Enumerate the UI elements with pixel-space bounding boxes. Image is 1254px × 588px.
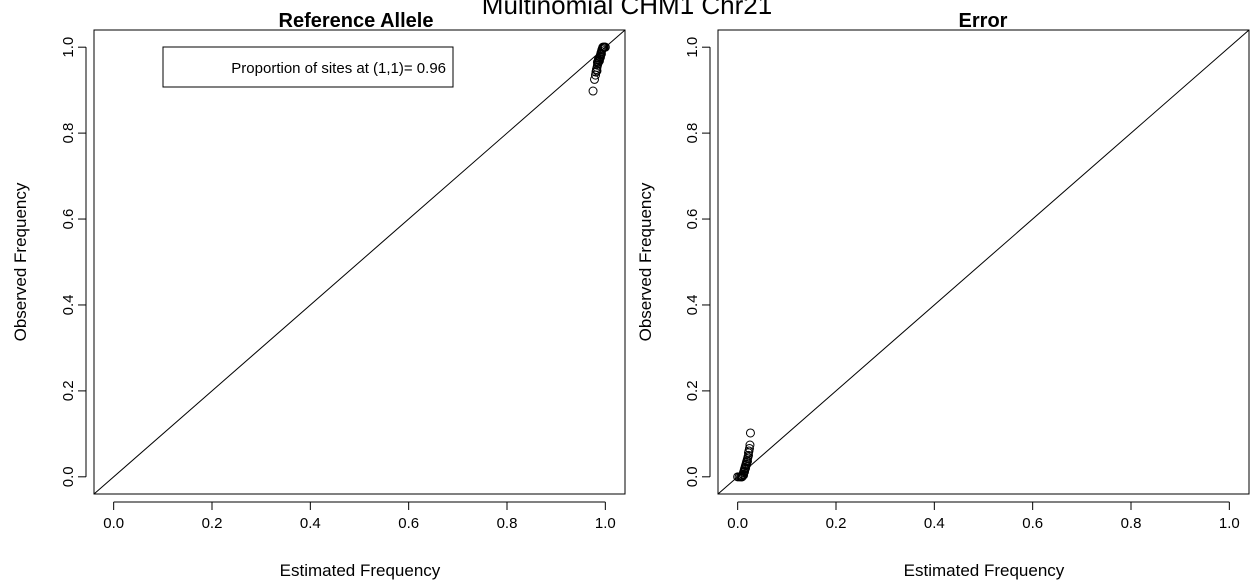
x-tick-label: 0.8 xyxy=(1121,515,1142,532)
y-axis-title: Observed Frequency xyxy=(11,182,30,341)
x-tick-label: 0.0 xyxy=(727,515,748,532)
x-tick-label: 1.0 xyxy=(595,515,616,532)
data-point xyxy=(595,52,605,62)
x-tick-label: 0.6 xyxy=(1022,515,1043,532)
x-tick-label: 1.0 xyxy=(1219,515,1240,532)
x-tick-label: 0.0 xyxy=(103,515,124,532)
data-point xyxy=(744,443,754,453)
data-point xyxy=(588,86,598,96)
data-point xyxy=(598,43,608,53)
y-tick-label: 0.0 xyxy=(60,466,77,487)
y-tick-label: 1.0 xyxy=(60,37,77,58)
y-axis-title: Observed Frequency xyxy=(636,182,655,341)
y-tick-label: 0.6 xyxy=(684,209,701,230)
panel-title-error: Error xyxy=(959,10,1008,32)
identity-line xyxy=(717,29,1250,495)
error-axes: 0.0 0.2 0.4 0.6 0.8 1.0 0.0 0.2 0.4 0.6 0.8 1.0 xyxy=(684,37,1240,532)
panel-title-reference-allele: Reference Allele xyxy=(279,10,434,32)
x-tick-label: 0.2 xyxy=(202,515,223,532)
data-point xyxy=(594,56,604,66)
reference-allele-axes: 0.0 0.2 0.4 0.6 0.8 1.0 0.0 0.2 0.4 0.6 0.8 1.0 xyxy=(60,37,616,532)
data-point xyxy=(592,57,602,67)
reference-allele-marks xyxy=(93,29,626,495)
x-tick-label: 0.6 xyxy=(398,515,419,532)
x-tick-label: 0.8 xyxy=(497,515,518,532)
x-axis-title: Estimated Frequency xyxy=(280,561,441,580)
y-tick-label: 0.0 xyxy=(684,466,701,487)
figure-main-title: Multinomial CHM1 Chr21 xyxy=(482,0,772,20)
x-axis-title: Estimated Frequency xyxy=(904,561,1065,580)
plot-frame xyxy=(717,29,1250,495)
data-point xyxy=(739,470,749,480)
data-point xyxy=(596,49,606,59)
error-marks xyxy=(717,29,1250,495)
data-point xyxy=(743,450,753,460)
plot-frame xyxy=(93,29,626,495)
panel-error: Error 0.0 0.2 0.4 0.6 0.8 1.0 0.0 0.2 0.4 0.6 0.8 1… xyxy=(636,10,1250,580)
y-tick-label: 0.8 xyxy=(684,123,701,144)
x-tick-label: 0.4 xyxy=(300,515,321,532)
y-tick-label: 0.6 xyxy=(60,209,77,230)
data-point xyxy=(592,66,602,76)
data-point xyxy=(737,472,747,482)
y-tick-label: 0.4 xyxy=(60,295,77,316)
legend-box xyxy=(162,46,454,88)
data-point xyxy=(742,460,752,470)
legend-text: Proportion of sites at (1,1)= 0.96 xyxy=(231,60,446,77)
data-point xyxy=(743,456,752,466)
panel-reference-allele: Reference Allele 0.0 0.2 0.4 0.6 0.8 1.00.00.… xyxy=(11,10,626,580)
identity-line xyxy=(93,29,626,495)
y-tick-label: 0.2 xyxy=(60,380,77,401)
data-point xyxy=(740,467,750,477)
y-tick-label: 0.2 xyxy=(684,380,701,401)
y-tick-label: 0.4 xyxy=(684,295,701,316)
x-tick-label: 0.4 xyxy=(924,515,945,532)
data-point xyxy=(741,463,751,473)
data-point xyxy=(745,440,755,450)
x-tick-label: 0.2 xyxy=(826,515,847,532)
y-tick-label: 0.8 xyxy=(60,123,77,144)
data-point xyxy=(745,428,755,438)
y-tick-label: 1.0 xyxy=(684,37,701,58)
